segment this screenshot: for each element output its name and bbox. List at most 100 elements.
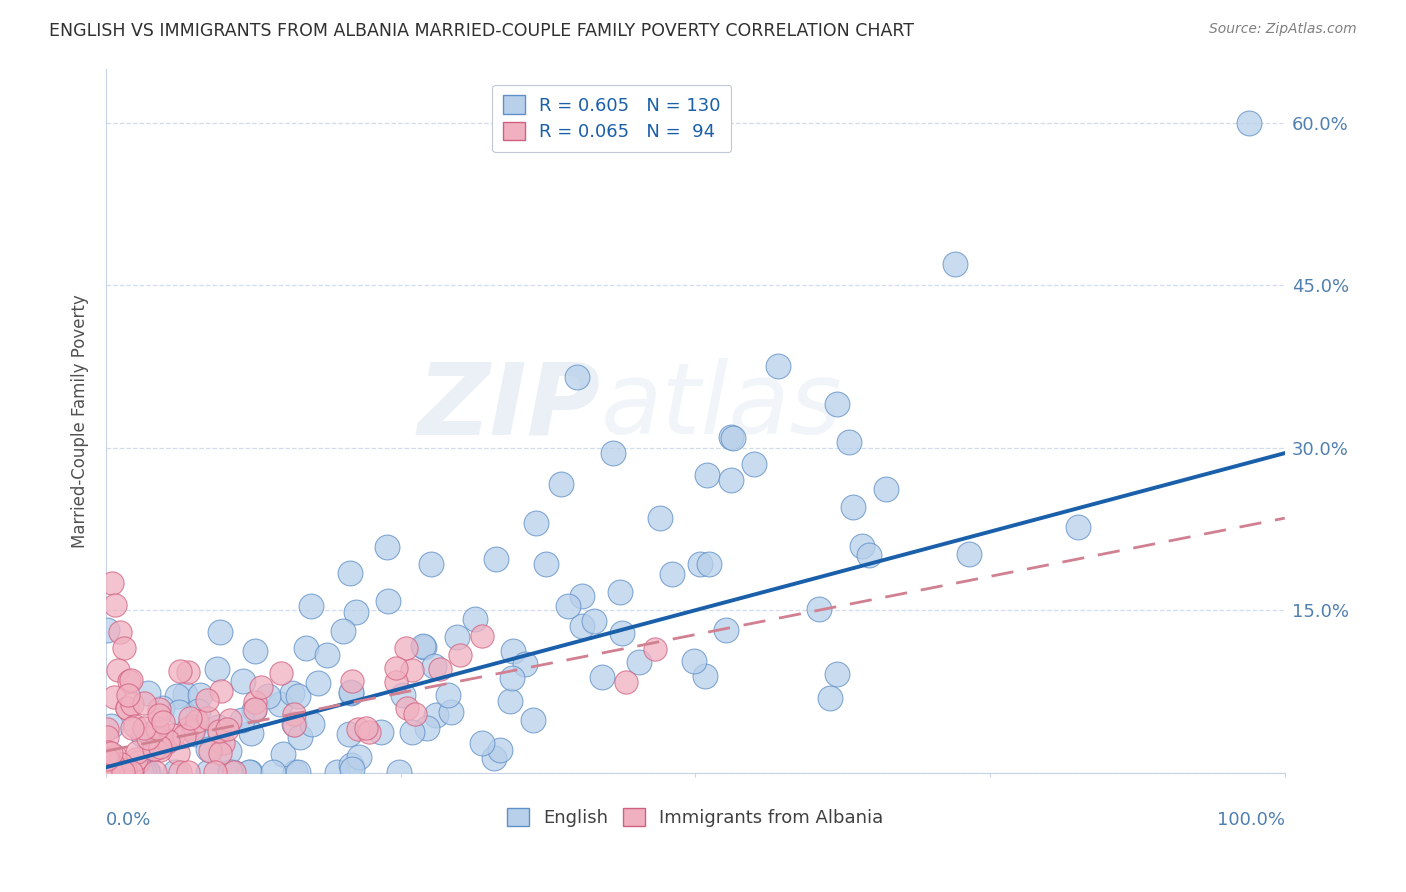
Point [136,731,159,746]
Point [115,700,138,714]
Point [148,725,170,739]
Point [875,482,897,496]
Point [198,744,221,758]
Point [284,764,307,779]
Point [471,628,494,642]
Point [571,619,593,633]
Point [108,764,131,779]
Point [208,625,231,640]
Point [283,718,305,732]
Point [100,747,122,761]
Point [287,764,309,779]
Point [205,662,228,676]
Point [169,764,191,779]
Point [412,639,434,653]
Point [326,764,349,779]
Point [522,713,544,727]
Point [842,500,865,514]
Point [262,764,284,779]
Point [103,690,125,704]
Point [346,722,368,736]
Point [101,764,124,779]
Point [404,706,426,721]
Point [232,674,254,689]
Point [808,602,831,616]
Point [105,764,128,779]
Point [858,548,880,562]
Point [97,745,120,759]
Point [231,713,253,727]
Point [207,720,229,734]
Point [209,684,232,698]
Point [134,721,156,735]
Point [614,675,637,690]
Point [294,641,316,656]
Point [357,725,380,739]
Point [96,723,118,737]
Point [152,736,174,750]
Point [591,670,613,684]
Point [179,711,201,725]
Point [103,758,125,772]
Point [283,717,305,731]
Point [110,757,132,772]
Point [742,457,765,471]
Point [243,703,266,717]
Point [332,624,354,638]
Point [132,764,155,779]
Point [183,720,205,734]
Point [446,631,468,645]
Point [108,624,131,639]
Point [208,746,231,760]
Point [943,256,966,270]
Point [484,751,506,765]
Point [342,674,364,689]
Point [166,689,188,703]
Point [714,623,737,637]
Point [224,764,246,779]
Point [385,661,408,675]
Point [115,764,138,779]
Point [766,359,789,374]
Point [111,764,134,779]
Point [114,764,136,778]
Point [693,669,716,683]
Point [957,547,980,561]
Point [429,662,451,676]
Point [627,655,650,669]
Point [219,764,242,779]
Point [150,701,173,715]
Point [129,764,152,779]
Point [356,721,378,735]
Point [720,474,742,488]
Point [536,557,558,571]
Point [184,727,207,741]
Point [197,711,219,725]
Point [644,642,666,657]
Point [112,641,135,656]
Point [212,736,235,750]
Point [299,599,322,613]
Point [683,654,706,668]
Point [501,671,523,685]
Point [820,690,842,705]
Point [181,723,204,738]
Point [471,736,494,750]
Point [281,685,304,699]
Point [218,713,240,727]
Point [153,736,176,750]
Point [420,557,443,571]
Point [188,688,211,702]
Point [104,756,127,771]
Point [173,729,195,743]
Text: ENGLISH VS IMMIGRANTS FROM ALBANIA MARRIED-COUPLE FAMILY POVERTY CORRELATION CHA: ENGLISH VS IMMIGRANTS FROM ALBANIA MARRI… [49,22,914,40]
Point [152,715,174,730]
Point [162,727,184,741]
Point [96,764,118,779]
Point [502,644,524,658]
Point [238,764,260,779]
Text: 100.0%: 100.0% [1216,812,1285,830]
Point [243,702,266,716]
Point [697,558,720,572]
Point [238,764,260,779]
